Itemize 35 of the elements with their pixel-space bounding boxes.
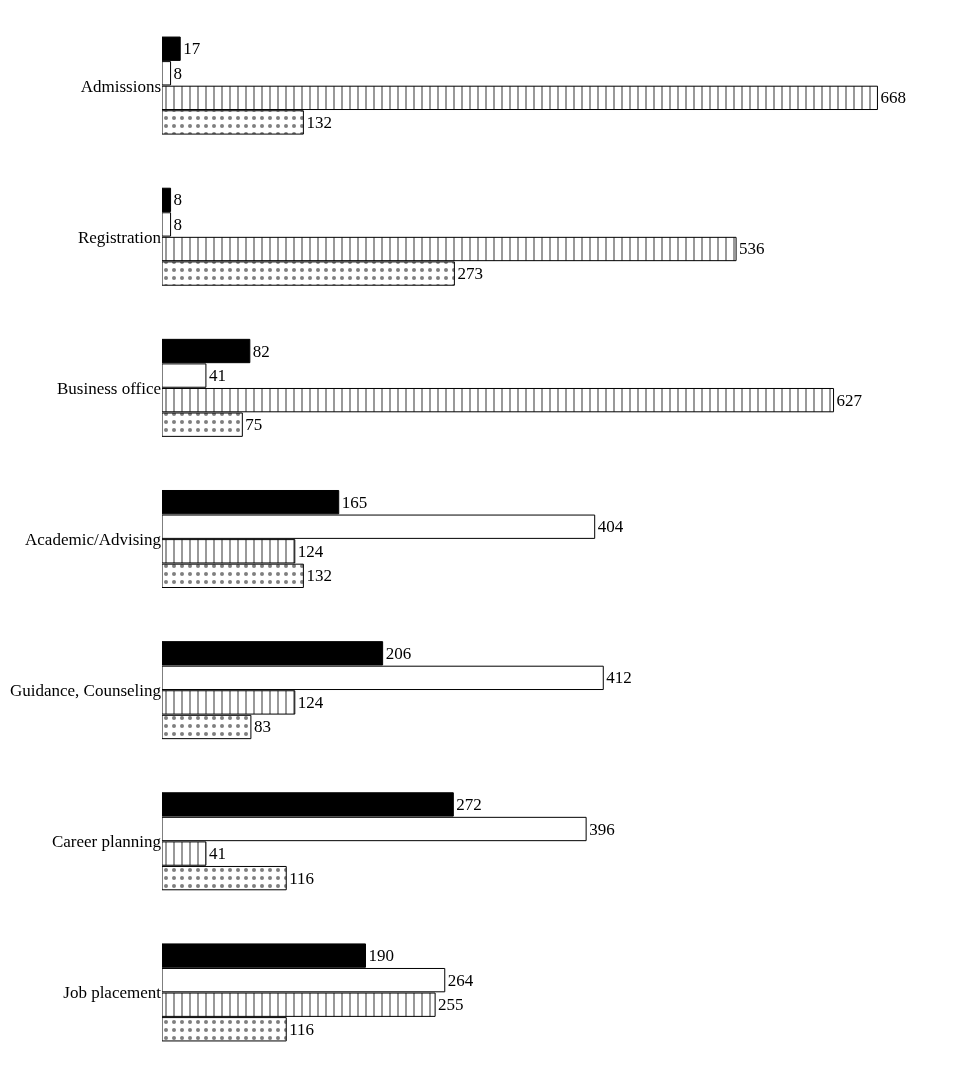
- data-label: 190: [368, 946, 394, 966]
- data-label: 206: [385, 643, 412, 663]
- data-label: 41: [208, 844, 226, 864]
- data-label: 124: [297, 692, 324, 712]
- data-label: 116: [289, 868, 315, 888]
- data-label: 82: [252, 341, 270, 361]
- y-tick-label: Registration: [77, 227, 162, 247]
- y-tick-label: Academic/Advising: [25, 529, 162, 549]
- data-label: 8: [173, 63, 183, 83]
- data-label: 75: [245, 415, 263, 435]
- data-label: 412: [606, 668, 632, 688]
- data-label: 41: [208, 366, 226, 386]
- data-label: 8: [173, 190, 183, 210]
- data-label: 255: [438, 995, 464, 1015]
- data-label: 536: [739, 239, 765, 259]
- data-label: 627: [836, 390, 863, 410]
- data-label: 132: [306, 566, 332, 586]
- data-label: 83: [253, 717, 271, 737]
- data-label: 273: [457, 264, 483, 284]
- data-label: 8: [173, 214, 183, 234]
- y-tick-label: Admissions: [80, 76, 161, 96]
- y-tick-label: Business office: [56, 378, 161, 398]
- data-label: 404: [597, 517, 624, 537]
- data-label: 264: [447, 970, 474, 990]
- data-label: 272: [456, 794, 482, 814]
- data-label: 396: [589, 819, 615, 839]
- data-label: 124: [297, 541, 324, 561]
- data-label: 116: [289, 1019, 315, 1039]
- y-tick-label: Job placement: [63, 983, 162, 1003]
- data-label: 165: [341, 492, 368, 512]
- data-label: 668: [880, 88, 906, 108]
- y-tick-label: Career planning: [51, 832, 162, 852]
- y-tick-label: Guidance, Counseling: [9, 681, 162, 701]
- data-label: 132: [306, 112, 332, 132]
- data-label: 17: [183, 39, 201, 59]
